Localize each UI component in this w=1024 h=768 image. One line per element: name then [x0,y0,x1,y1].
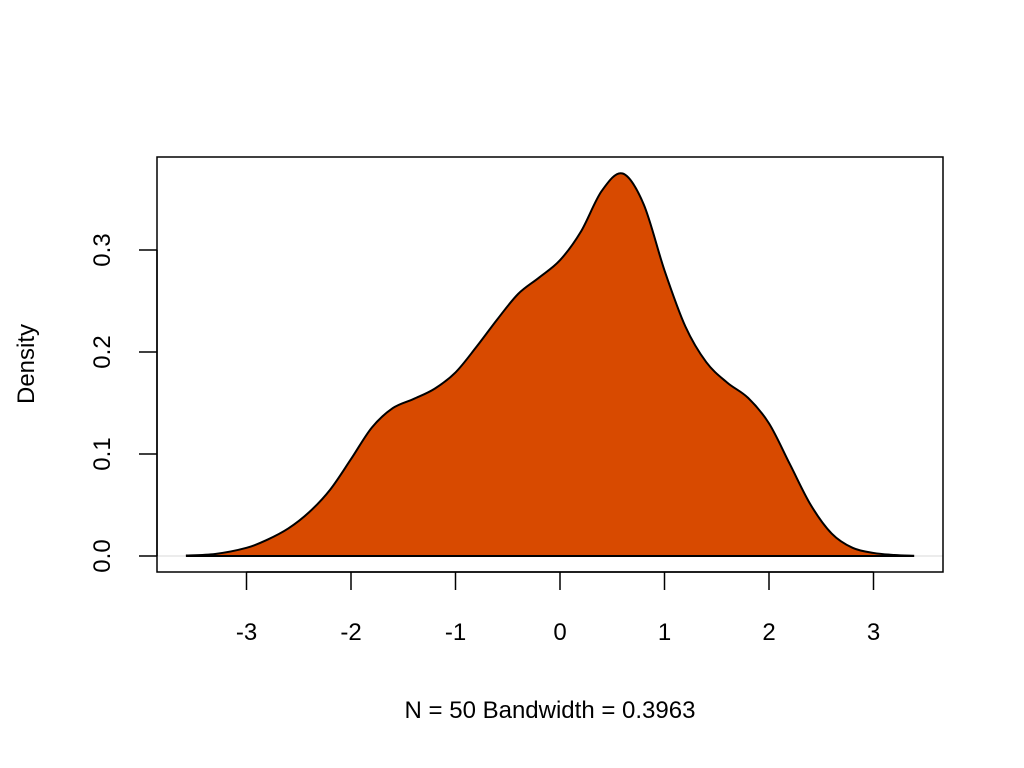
y-tick-label: 0.0 [89,539,116,572]
x-tick-label: -1 [445,619,466,646]
x-tick-label: 1 [658,619,671,646]
y-axis-label: Density [13,324,40,404]
x-axis: -3 -2 -1 0 1 2 3 [236,571,880,646]
x-tick-label: -3 [236,619,257,646]
density-fill [185,173,914,556]
y-tick-label: 0.3 [89,233,116,266]
y-tick-label: 0.1 [89,437,116,470]
y-tick-label: 0.2 [89,335,116,368]
x-tick-label: 3 [867,619,880,646]
x-tick-label: 0 [553,619,566,646]
y-axis: 0.0 0.1 0.2 0.3 [89,233,158,573]
x-axis-label: N = 50 Bandwidth = 0.3963 [405,697,696,724]
x-tick-label: -2 [340,619,361,646]
density-area [157,172,943,557]
x-tick-label: 2 [762,619,775,646]
density-line [185,172,915,557]
